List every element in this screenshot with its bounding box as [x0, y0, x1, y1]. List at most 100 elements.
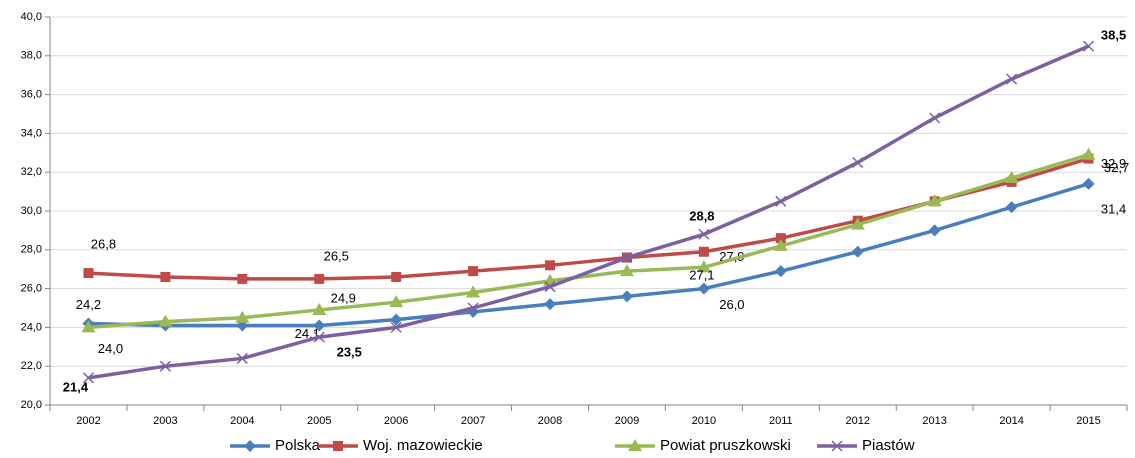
data-label: 21,4: [63, 379, 89, 394]
marker: [774, 265, 787, 278]
x-tick-label: 2004: [230, 415, 254, 427]
marker: [81, 320, 96, 333]
marker: [160, 271, 171, 282]
marker: [773, 238, 788, 251]
legend-item: Woj. mazowieckie: [318, 437, 483, 454]
x-tick-label: 2007: [461, 415, 485, 427]
data-label: 31,4: [1101, 201, 1126, 216]
x-tick-label: 2013: [922, 415, 946, 427]
marker: [1081, 147, 1096, 160]
data-label: 24,0: [98, 341, 123, 356]
data-label: 23,5: [337, 345, 362, 360]
marker: [389, 295, 404, 308]
marker: [851, 245, 864, 258]
marker: [82, 372, 94, 384]
x-tick-label: 2003: [153, 415, 177, 427]
data-label: 32,7: [1104, 160, 1129, 175]
y-tick-label: 36,0: [21, 89, 42, 101]
x-tick-label: 2012: [846, 415, 870, 427]
marker: [928, 224, 941, 237]
marker: [244, 440, 256, 452]
y-tick-label: 26,0: [21, 283, 42, 295]
y-tick-label: 24,0: [21, 321, 42, 333]
marker: [621, 252, 633, 264]
series-line: [88, 182, 1090, 328]
marker: [466, 285, 481, 298]
data-label: 26,0: [719, 297, 744, 312]
marker: [850, 217, 865, 230]
marker: [698, 246, 709, 257]
data-label: 32,9: [1101, 156, 1126, 171]
x-tick-label: 2002: [76, 415, 100, 427]
marker: [313, 319, 326, 332]
marker: [620, 290, 633, 303]
marker: [313, 331, 325, 343]
marker: [775, 233, 786, 244]
marker: [314, 273, 325, 284]
marker: [467, 302, 479, 314]
y-tick-label: 40,0: [21, 11, 42, 23]
marker: [696, 260, 711, 273]
y-tick-label: 30,0: [21, 205, 42, 217]
marker: [468, 266, 479, 277]
x-tick-label: 2010: [692, 415, 716, 427]
marker: [698, 228, 710, 240]
marker: [545, 260, 556, 271]
marker: [1006, 73, 1018, 85]
x-tick-label: 2014: [999, 415, 1023, 427]
x-tick-label: 2006: [384, 415, 408, 427]
x-tick-label: 2009: [615, 415, 639, 427]
x-tick-label: 2008: [538, 415, 562, 427]
marker: [158, 314, 173, 327]
marker: [1005, 201, 1018, 214]
marker: [628, 439, 642, 451]
marker: [159, 360, 171, 372]
y-tick-label: 38,0: [21, 50, 42, 62]
marker: [929, 112, 941, 124]
marker: [312, 302, 327, 315]
series-line: [88, 44, 1090, 380]
data-label: 28,8: [689, 209, 714, 224]
x-tick-label: 2011: [769, 415, 793, 427]
marker: [1082, 177, 1095, 190]
marker: [390, 321, 402, 333]
marker: [235, 310, 250, 323]
data-label: 27,1: [689, 268, 714, 283]
y-tick-label: 32,0: [21, 166, 42, 178]
x-tick-label: 2005: [307, 415, 331, 427]
x-tick-label: 2015: [1076, 415, 1100, 427]
data-label: 24,2: [76, 297, 101, 312]
marker: [333, 441, 343, 451]
legend-label: Polska: [275, 437, 321, 454]
marker: [83, 268, 94, 279]
marker: [697, 282, 710, 295]
marker: [236, 352, 248, 364]
marker: [852, 156, 864, 169]
series-line: [88, 153, 1090, 330]
marker: [1004, 171, 1019, 184]
data-label: 38,5: [1101, 28, 1126, 43]
data-label: 24,9: [331, 290, 356, 305]
series-line: [88, 156, 1090, 281]
y-tick-label: 20,0: [21, 399, 42, 411]
data-label: 26,5: [324, 248, 349, 263]
marker: [775, 195, 787, 207]
marker: [390, 313, 403, 326]
legend-label: Piastów: [862, 437, 915, 454]
y-tick-label: 28,0: [21, 244, 42, 256]
legend-label: Powiat pruszkowski: [660, 437, 791, 454]
marker: [619, 264, 634, 277]
marker: [927, 194, 942, 207]
marker: [237, 273, 248, 284]
y-tick-label: 34,0: [21, 127, 42, 139]
legend-item: Polska: [230, 437, 321, 454]
marker: [831, 440, 843, 452]
legend-item: Piastów: [817, 437, 915, 454]
legend-label: Woj. mazowieckie: [363, 437, 483, 454]
marker: [544, 281, 556, 293]
data-label: 26,8: [91, 237, 116, 252]
marker: [1083, 40, 1095, 52]
marker: [391, 271, 402, 282]
legend-item: Powiat pruszkowski: [615, 437, 791, 454]
